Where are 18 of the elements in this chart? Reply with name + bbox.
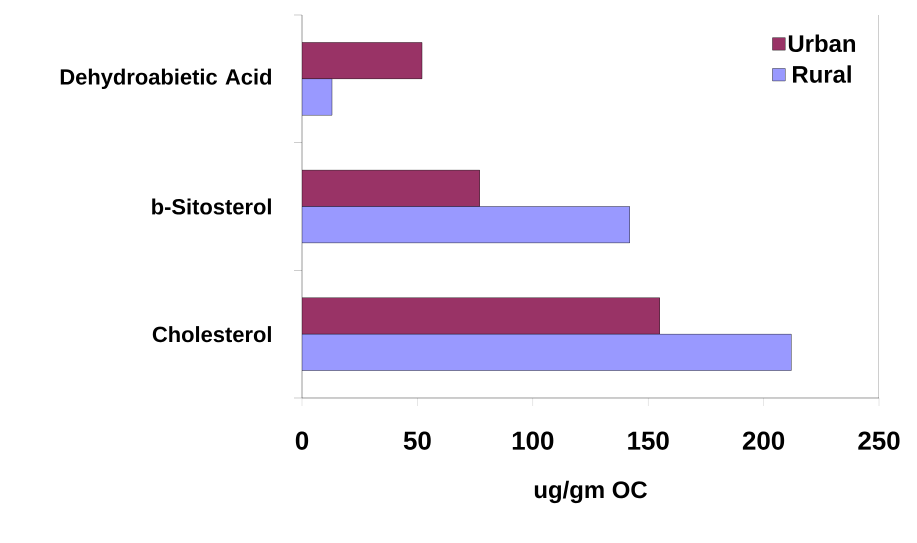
x-tick-label: 100 [512, 432, 554, 450]
bar [302, 170, 480, 207]
x-tick-label: 200 [742, 432, 784, 450]
bar [302, 78, 332, 116]
bar [302, 42, 422, 80]
bar [302, 206, 630, 244]
x-tick-label: 0 [296, 432, 308, 450]
x-tick-label: 50 [404, 432, 431, 450]
y-tick-label: Cholesterol [152, 326, 271, 342]
legend-label: Rural [793, 65, 851, 83]
y-tick-label: b-Sitosterol [152, 198, 271, 215]
y-tick-label: Dehydroabietic Acid [60, 68, 272, 90]
bar [302, 334, 792, 371]
bar [302, 298, 660, 334]
x-axis-title: ug/gm OC [534, 480, 647, 504]
x-tick-label: 250 [858, 432, 900, 450]
x-tick-label: 150 [628, 432, 669, 450]
legend-label: Urban [788, 34, 856, 52]
